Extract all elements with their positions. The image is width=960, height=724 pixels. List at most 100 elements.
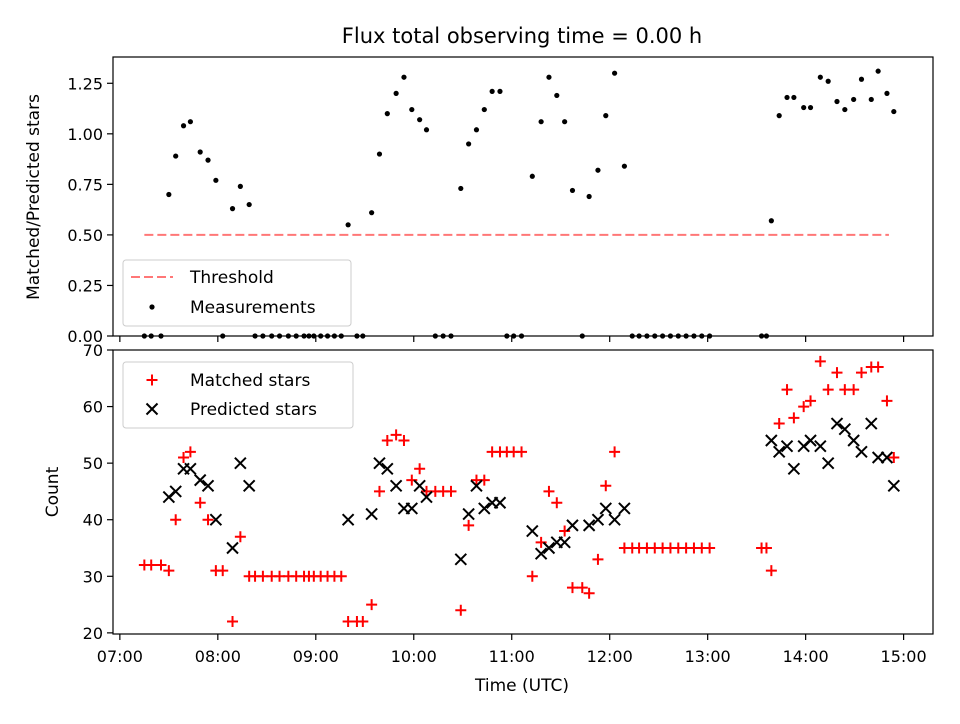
matched-star-marker [178, 451, 190, 463]
matched-star-marker [831, 367, 843, 379]
predicted-star-marker [389, 479, 403, 492]
predicted-star-marker [226, 541, 239, 555]
measurement-point [345, 222, 351, 228]
matched-star-marker [217, 565, 229, 577]
measurement-point [497, 88, 503, 94]
predicted-star-marker [765, 434, 778, 447]
predicted-star-marker [582, 519, 596, 532]
bottom-ytick-label: 50 [83, 454, 103, 473]
measurement-point [791, 94, 797, 101]
bottom-y-axis-label: Count [43, 466, 63, 517]
matched-star-marker [194, 497, 206, 509]
predicted-star-marker [193, 473, 207, 487]
matched-star-marker [788, 412, 800, 424]
top-ytick-label: 0.50 [67, 226, 103, 245]
predicted-star-marker [887, 479, 901, 492]
predicted-star-marker [365, 507, 378, 521]
bottom-panel: 20 30 40 50 60 70 07:00 08:00 09:00 10:00 11:00 12… [43, 341, 934, 666]
measurement-point [197, 149, 203, 155]
predicted-star-marker [599, 502, 612, 515]
predicted-star-marker [814, 439, 827, 453]
matched-star-marker [373, 485, 385, 497]
predicted-star-marker [838, 422, 852, 436]
matched-star-marker [145, 559, 157, 571]
legend-frame [122, 259, 352, 327]
matched-star-marker [583, 587, 595, 599]
measurement-point [891, 108, 897, 115]
predicted-star-marker [534, 547, 548, 560]
matched-star-marker [535, 536, 547, 548]
matched-star-marker [381, 435, 393, 447]
matched-star-marker [414, 463, 426, 475]
measurement-point [784, 94, 790, 101]
predicted-star-marker [470, 479, 483, 492]
matched-star-marker [822, 384, 834, 396]
measurement-point [868, 96, 874, 103]
x-tick-label: 14:00 [783, 647, 829, 666]
predicted-star-marker [847, 434, 860, 447]
matched-star-marker [855, 367, 867, 379]
measurement-point [807, 104, 814, 111]
matched-star-marker [227, 616, 239, 628]
measurement-point [473, 127, 480, 133]
matched-star-marker [445, 485, 457, 497]
matched-star-marker [398, 435, 410, 447]
legend-matched-swatch [146, 374, 158, 386]
matched-star-marker [781, 384, 793, 396]
measurement-point [569, 187, 576, 194]
matched-star-marker [478, 474, 490, 486]
top-legend: Threshold Measurements [122, 259, 352, 327]
measurement-point [603, 113, 609, 119]
measurement-point [586, 193, 592, 200]
legend-threshold-label: Threshold [189, 268, 274, 288]
matched-star-marker [609, 446, 621, 458]
predicted-star-marker [780, 439, 794, 453]
measurement-point [384, 111, 390, 117]
matched-star-marker [773, 418, 785, 430]
matched-star-marker [155, 559, 167, 571]
predicted-star-marker [462, 507, 475, 521]
measurement-point [546, 74, 552, 80]
predicted-star-marker [234, 456, 247, 470]
predicted-star-marker [821, 456, 835, 470]
top-panel-frame [112, 56, 934, 337]
measurement-point [369, 210, 375, 216]
matched-star-marker [335, 570, 347, 582]
predicted-star-marker [871, 451, 885, 464]
x-tick-label: 08:00 [195, 647, 241, 666]
measurement-point [768, 218, 774, 224]
predicted-star-marker [591, 513, 605, 526]
predicted-star-marker [493, 496, 507, 509]
x-axis-label: Time (UTC) [474, 676, 569, 696]
predicted-star-marker [865, 417, 878, 430]
predicted-star-marker [880, 451, 894, 464]
measurement-point [842, 106, 848, 113]
measurement-point [393, 90, 399, 96]
top-y-axis-label: Matched/Predicted stars [24, 94, 44, 300]
measurement-point [466, 141, 472, 147]
legend-frame [122, 361, 354, 429]
matched-star-marker [765, 565, 777, 577]
matched-star-marker [872, 361, 884, 373]
measurement-point [562, 119, 568, 125]
measurement-point [776, 113, 782, 119]
measurement-point [237, 183, 243, 189]
matched-star-marker [566, 582, 578, 594]
matched-star-marker [798, 401, 810, 413]
predicted-star-marker [201, 479, 215, 492]
x-tick-label: 11:00 [489, 647, 535, 666]
measurement-point [621, 163, 627, 169]
matched-star-marker [390, 429, 402, 441]
matched-star-marker [543, 485, 555, 497]
measurement-point [529, 173, 535, 179]
bottom-ytick-label: 40 [83, 511, 103, 530]
matched-star-marker [184, 446, 196, 458]
top-ytick-label: 1.00 [67, 125, 103, 144]
matched-star-marker [805, 395, 817, 407]
predicted-star-marker [478, 502, 491, 515]
measurement-point [423, 127, 430, 133]
matched-star-marker [848, 384, 860, 396]
matched-star-marker [455, 604, 467, 616]
